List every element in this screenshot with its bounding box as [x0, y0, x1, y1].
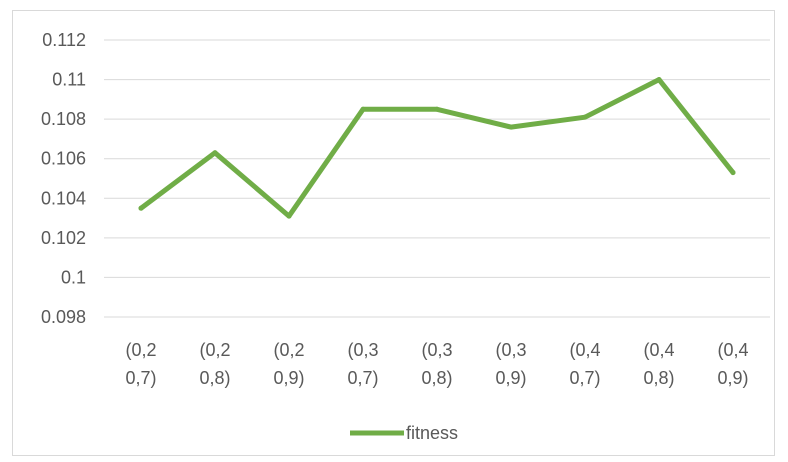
x-tick-label: (0,4 0,9)	[717, 340, 748, 388]
y-tick-label: 0.1	[61, 267, 86, 287]
data-point	[508, 124, 514, 130]
x-tick-label: (0,4 0,8)	[643, 340, 674, 388]
y-tick-label: 0.112	[42, 30, 86, 50]
data-point	[212, 150, 218, 156]
x-tick-label: (0,3 0,8)	[421, 340, 452, 388]
gridlines	[104, 39, 770, 318]
series-fitness	[138, 77, 736, 219]
x-tick-label: (0,3 0,9)	[495, 340, 526, 388]
y-tick-label: 0.098	[41, 307, 86, 327]
y-tick-label: 0.108	[41, 109, 86, 129]
x-tick-label: (0,2 0,9)	[273, 340, 304, 388]
data-point	[138, 205, 144, 211]
data-point	[582, 114, 588, 120]
x-tick-label: (0,2 0,8)	[199, 340, 230, 388]
legend: fitness	[350, 423, 458, 443]
x-axis-labels: (0,2 0,7) (0,2 0,8) (0,2 0,9) (0,3 0,7) (0,3 0,8)…	[125, 340, 748, 388]
data-point	[360, 106, 366, 112]
y-axis-labels: 0.098 0.1 0.102 0.104 0.106 0.108 0.11 0.112	[41, 30, 86, 327]
x-tick-label: (0,2 0,7)	[125, 340, 156, 388]
y-tick-label: 0.11	[52, 70, 86, 90]
y-tick-label: 0.106	[41, 149, 86, 169]
data-point	[656, 77, 662, 83]
y-tick-label: 0.102	[41, 228, 86, 248]
x-tick-label: (0,3 0,7)	[347, 340, 378, 388]
legend-label-fitness: fitness	[406, 423, 458, 443]
data-point	[730, 170, 736, 176]
y-tick-label: 0.104	[41, 188, 86, 208]
data-point	[286, 213, 292, 219]
series-line-fitness	[138, 77, 736, 219]
data-point	[434, 106, 440, 112]
x-tick-label: (0,4 0,7)	[569, 340, 600, 388]
